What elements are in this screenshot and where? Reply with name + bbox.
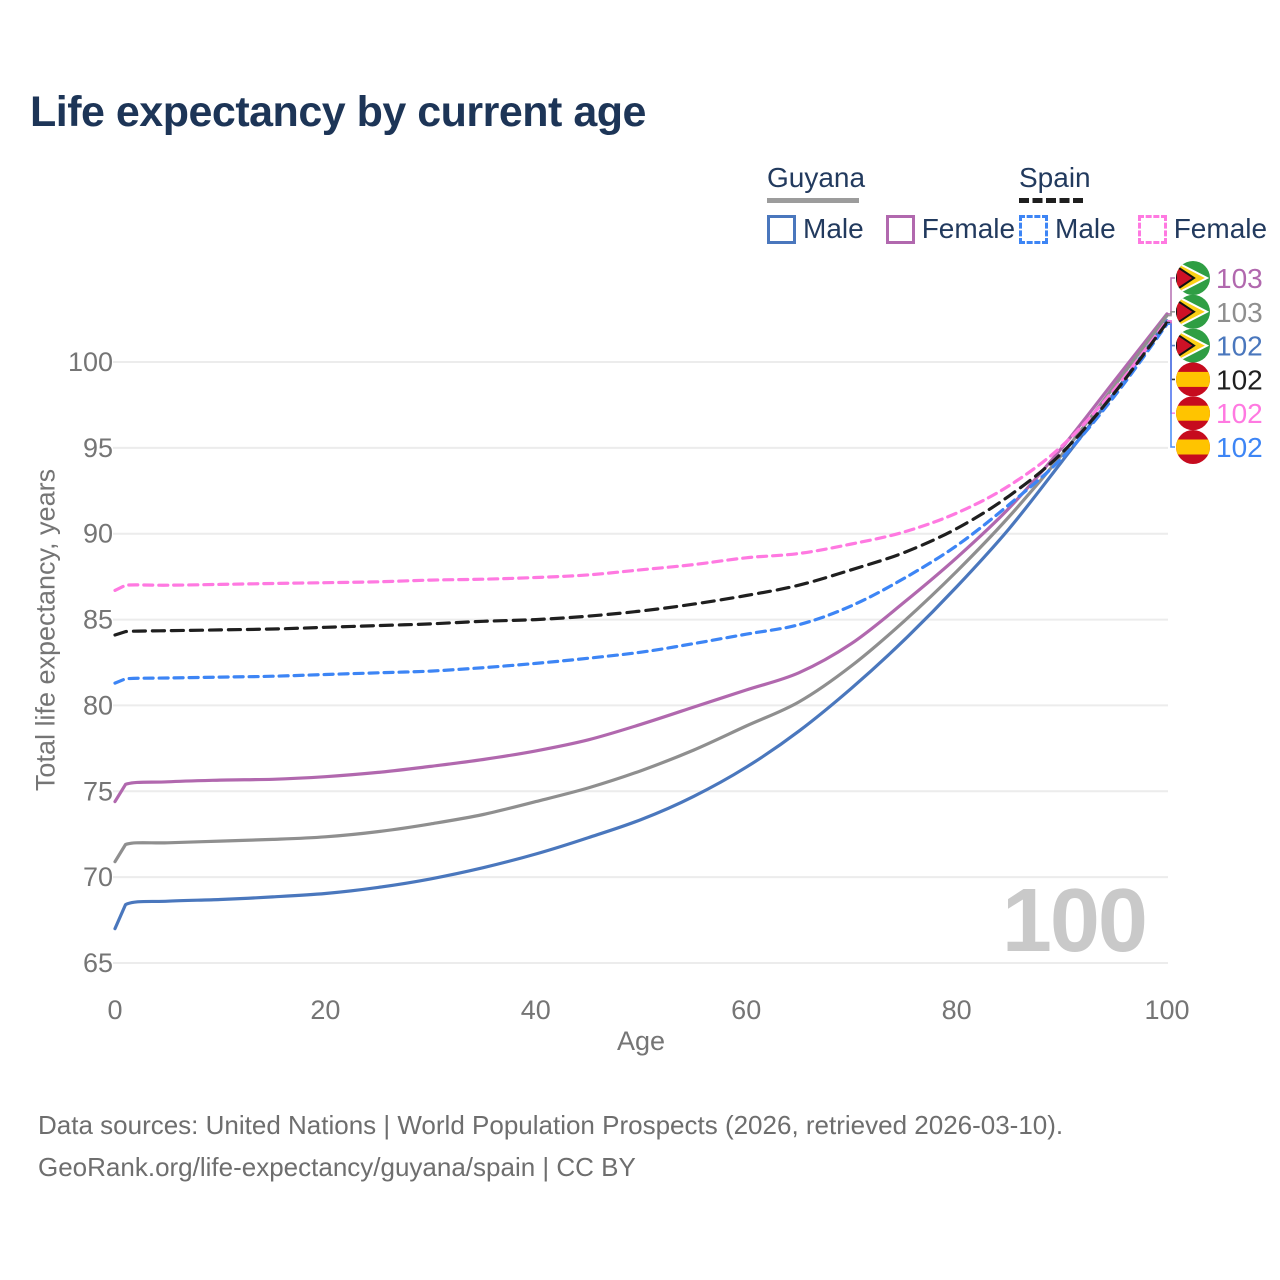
y-tick-label: 95 (83, 433, 113, 463)
legend-group-guyana: Guyana Male Female (767, 162, 1015, 245)
y-tick-label: 70 (83, 862, 113, 892)
y-tick-label: 75 (83, 776, 113, 806)
y-tick-label: 100 (68, 347, 113, 377)
legend-item-guyana-male[interactable]: Male (767, 213, 864, 245)
footer-data-sources: Data sources: United Nations | World Pop… (38, 1110, 1064, 1140)
y-tick-label: 85 (83, 605, 113, 635)
x-tick-label: 0 (107, 995, 122, 1025)
x-tick-label: 40 (521, 995, 551, 1025)
flag-icon-spain (1176, 430, 1210, 464)
series-line-guyana-female (113, 312, 1169, 804)
x-tick-label: 80 (942, 995, 972, 1025)
legend-item-spain-female[interactable]: Female (1137, 213, 1268, 245)
y-tick-label: 80 (83, 690, 113, 720)
legend-label-guyana-male: Male (803, 213, 864, 244)
series-line-spain-male (113, 322, 1169, 685)
end-value-label-guyana-female: 103 (1216, 263, 1263, 294)
y-tick-label: 90 (83, 519, 113, 549)
leader-line-guyana (1167, 310, 1175, 317)
x-tick-label: 60 (731, 995, 761, 1025)
legend-label-guyana-female: Female (921, 213, 1016, 244)
x-tick-label: 20 (310, 995, 340, 1025)
legend-country-guyana: Guyana (767, 162, 866, 193)
series-line-guyana-male (113, 319, 1169, 931)
age-counter-watermark: 100 (1001, 871, 1148, 971)
page-title: Life expectancy by current age (30, 88, 646, 136)
legend-swatch-spain-female-icon (1137, 214, 1167, 244)
flag-icon-spain (1176, 362, 1210, 397)
leader-line-guyana-female (1167, 277, 1175, 315)
leader-line-spain-male (1167, 323, 1175, 448)
footer: Data sources: United Nations | World Pop… (38, 1104, 1063, 1188)
x-axis-title: Age (616, 1026, 666, 1056)
footer-attribution: GeoRank.org/life-expectancy/guyana/spain… (38, 1152, 636, 1183)
legend-underline-spain-dashed (1019, 198, 1083, 203)
legend-label-spain-female: Female (1173, 213, 1268, 244)
legend-underline-guyana-solid (767, 198, 859, 203)
legend-swatch-guyana-male-icon (767, 214, 796, 244)
end-value-label-guyana-male: 102 (1216, 331, 1263, 362)
legend-group-spain: Spain Male Female (1019, 162, 1267, 245)
legend-label-spain-male: Male (1055, 213, 1116, 244)
y-tick-label: 65 (83, 948, 113, 978)
series-line-guyana (113, 314, 1169, 864)
legend-item-guyana-female[interactable]: Female (885, 213, 1016, 245)
flag-icon-guyana (1176, 328, 1210, 363)
legend-item-spain-male[interactable]: Male (1019, 213, 1116, 245)
end-value-label-spain: 102 (1216, 364, 1263, 395)
legend-swatch-spain-male-icon (1019, 214, 1048, 244)
end-value-label-spain-male: 102 (1216, 432, 1263, 463)
legend-swatch-guyana-female-icon (885, 214, 915, 244)
x-tick-label: 100 (1144, 995, 1189, 1025)
legend-country-spain: Spain (1019, 162, 1091, 193)
flag-icon-spain (1176, 396, 1210, 431)
end-value-label-guyana: 103 (1216, 297, 1263, 328)
y-axis-title: Total life expectancy, years (30, 468, 61, 792)
flag-icon-guyana (1176, 294, 1210, 329)
flag-icon-guyana (1176, 261, 1210, 295)
series-line-spain-female (113, 319, 1169, 592)
series-line-spain (113, 320, 1169, 637)
end-value-label-spain-female: 102 (1216, 398, 1263, 429)
